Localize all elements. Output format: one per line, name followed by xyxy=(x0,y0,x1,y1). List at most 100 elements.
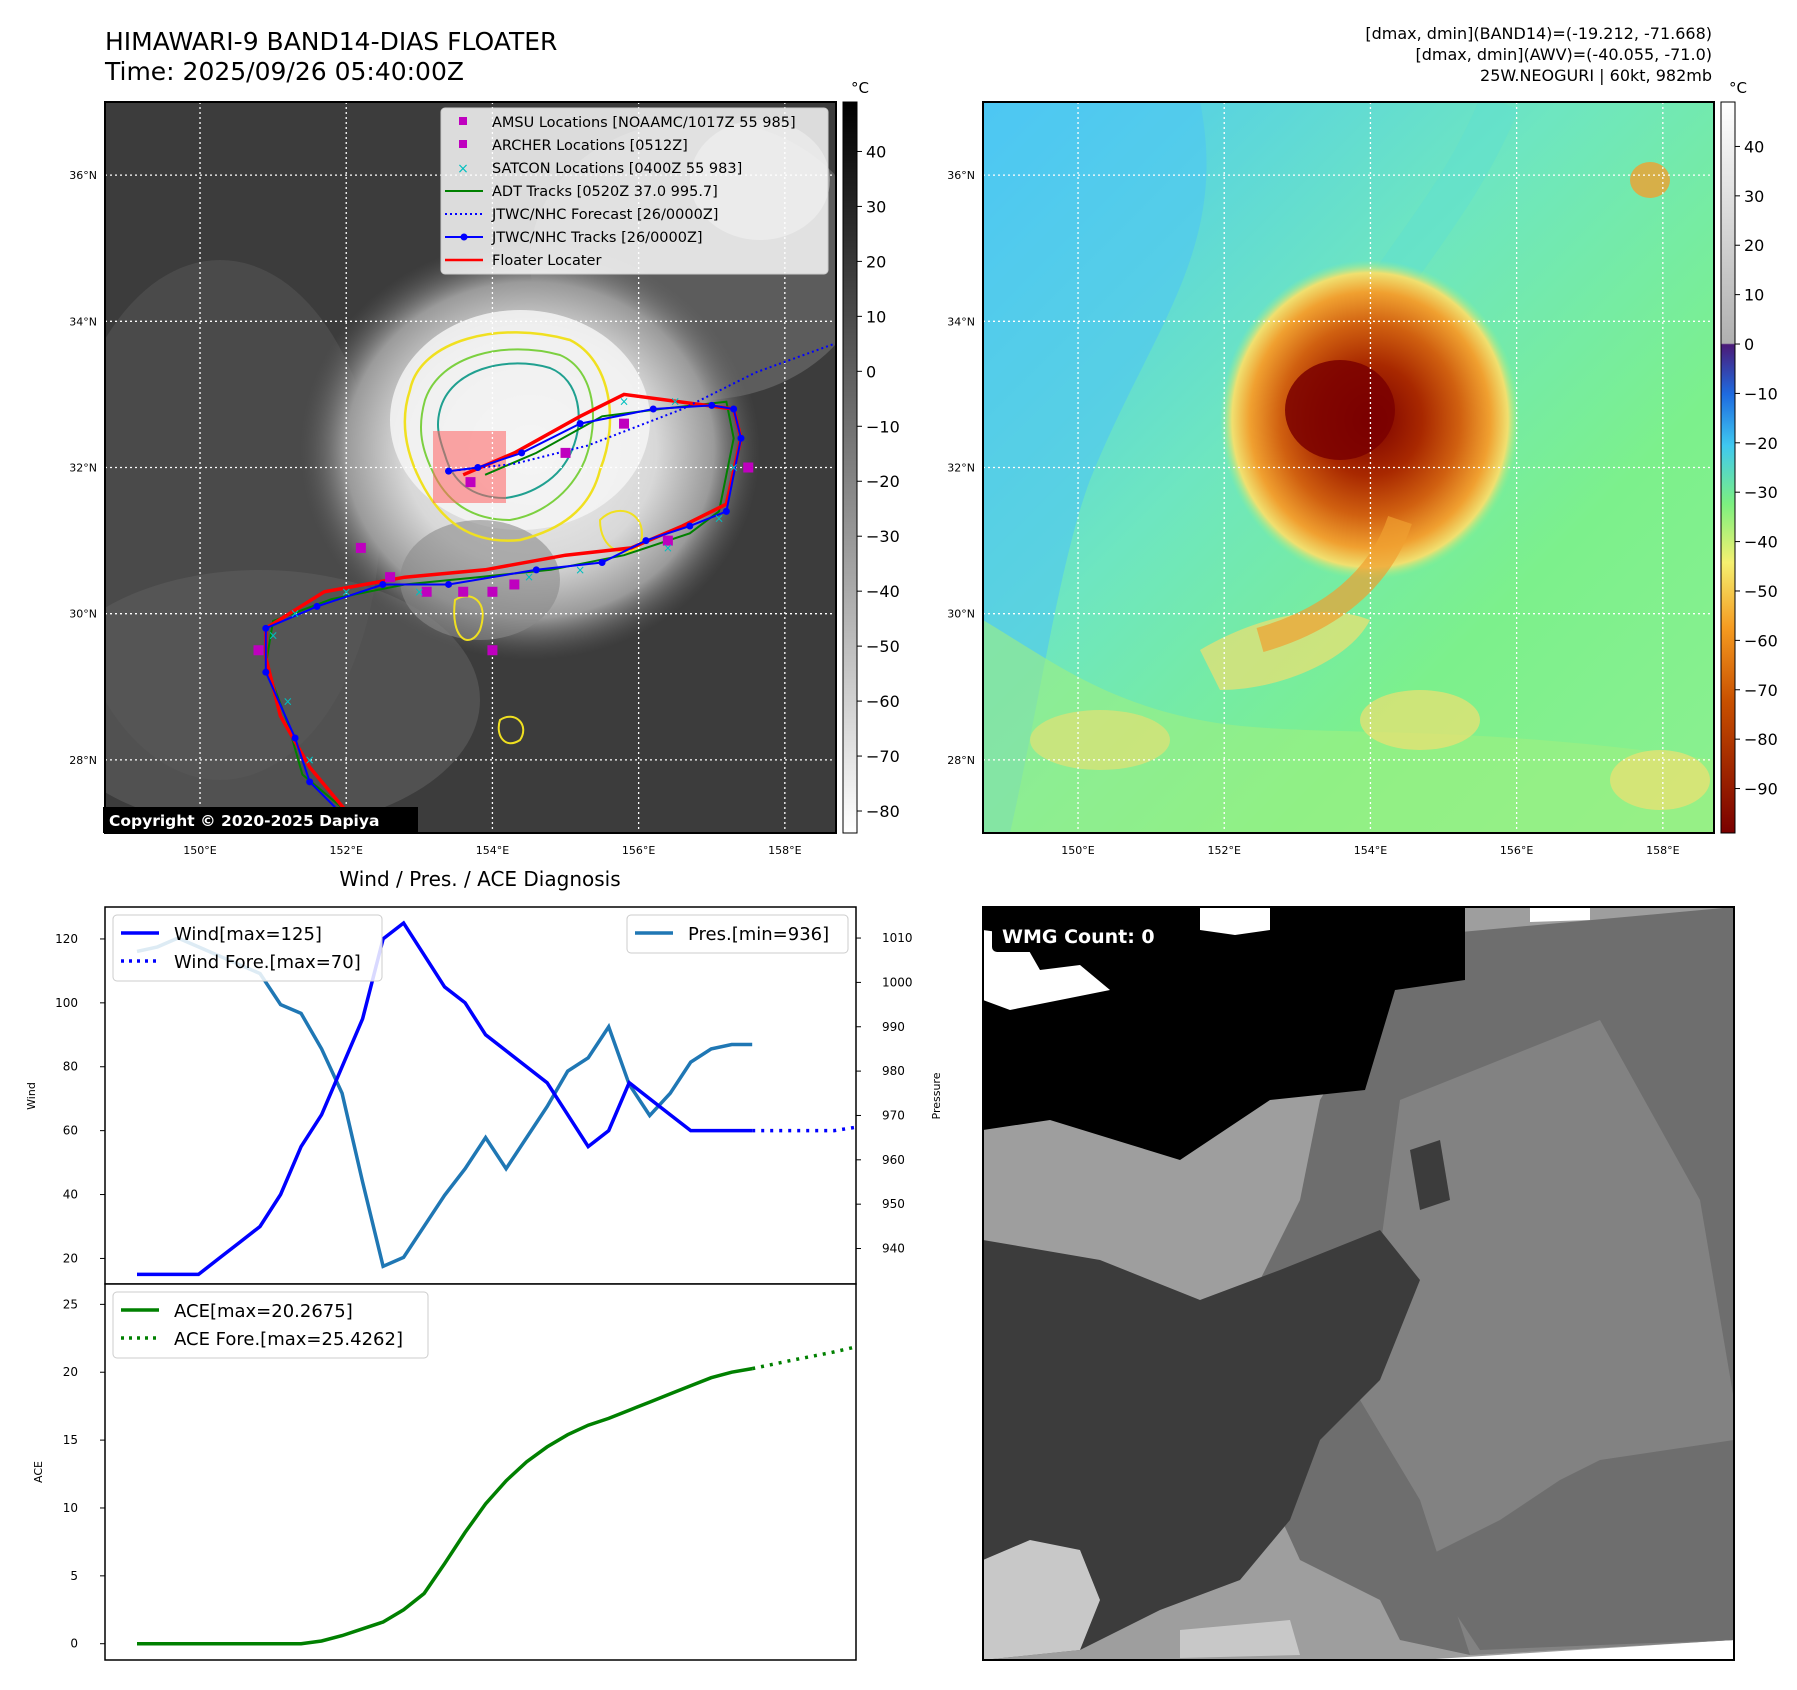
ace-forecast-line xyxy=(751,1345,856,1371)
jtwc-track-point xyxy=(445,580,453,588)
wv-lon-labels: 150°E 152°E 154°E 156°E 158°E xyxy=(1061,844,1679,857)
ir-colorbar-unit: °C xyxy=(851,79,869,97)
colorbar-tick-label: 40 xyxy=(1744,137,1764,156)
colorbar-tick-label: −40 xyxy=(1744,533,1778,552)
info-band14: [dmax, dmin](BAND14)=(-19.212, -71.668) xyxy=(1365,24,1712,43)
time-stamp: Time: 2025/09/26 05:40:00Z xyxy=(104,57,464,86)
diagnosis-title: Wind / Pres. / ACE Diagnosis xyxy=(339,867,620,891)
satcon-location: × xyxy=(414,585,424,599)
main-title: HIMAWARI-9 BAND14-DIAS FLOATER xyxy=(105,27,557,56)
info-awv: [dmax, dmin](AWV)=(-40.055, -71.0) xyxy=(1415,45,1712,64)
legend-item-jtwc-tracks: JTWC/NHC Tracks [26/0000Z] xyxy=(445,230,703,246)
ace-tick-label: 0 xyxy=(70,1637,78,1651)
ir-track-layer: × × × × × × × × × × × × × xyxy=(253,342,836,833)
ir-lat-label: 32°N xyxy=(69,462,97,475)
ir-contour-green xyxy=(420,348,594,522)
jtwc-track-point xyxy=(576,420,584,428)
pressure-legend: Pres.[min=936] xyxy=(626,914,849,954)
jtwc-track-point xyxy=(686,522,694,530)
legend-label-amsu: AMSU Locations [NOAAMC/1017Z 55 985] xyxy=(492,115,796,131)
colorbar-tick-label: −20 xyxy=(1744,434,1778,453)
copyright-box xyxy=(103,807,418,833)
wind-forecast-line xyxy=(752,1125,856,1133)
ir-lat-label: 36°N xyxy=(69,169,97,182)
legend-swatch-satcon: × xyxy=(457,161,469,177)
amsu-location xyxy=(619,418,630,429)
amsu-location xyxy=(253,645,264,656)
colorbar-tick-label: −20 xyxy=(866,472,900,491)
colorbar-tick-label: −10 xyxy=(866,417,900,436)
legend-swatch-amsu xyxy=(459,117,467,125)
pressure-axis-ticks: 940 950 960 970 980 990 1000 1010 xyxy=(856,931,913,1256)
colorbar-tick-label: 30 xyxy=(1744,187,1764,206)
colorbar-tick-label: −60 xyxy=(866,692,900,711)
floater-track xyxy=(264,392,743,833)
legend-label-satcon: SATCON Locations [0400Z 55 983] xyxy=(492,161,742,177)
colorbar-tick-label: −70 xyxy=(866,747,900,766)
wv-colorbar-unit: °C xyxy=(1729,79,1747,97)
legend-label-floater: Floater Locater xyxy=(492,253,601,269)
ir-lon-label: 156°E xyxy=(622,844,655,857)
info-storm: 25W.NEOGURI | 60kt, 982mb xyxy=(1480,66,1712,85)
wind-line xyxy=(137,920,753,1277)
jtwc-track-point xyxy=(649,405,657,413)
satcon-location: × xyxy=(305,753,315,767)
ir-lat-label: 30°N xyxy=(69,608,97,621)
wv-lat-labels: 36°N 34°N 32°N 30°N 28°N xyxy=(947,169,975,767)
pressure-tick-label: 950 xyxy=(882,1197,905,1211)
legend-item-satcon: × SATCON Locations [0400Z 55 983] xyxy=(457,161,742,177)
jtwc-track-point xyxy=(722,507,730,515)
colorbar-tick-label: −70 xyxy=(1744,681,1778,700)
wind-axis-label: Wind xyxy=(25,1082,38,1110)
pressure-tick-label: 1000 xyxy=(882,975,913,989)
amsu-location xyxy=(385,572,396,583)
jtwc-track xyxy=(264,404,743,833)
jtwc-track-point xyxy=(262,624,270,632)
colorbar-tick-label: −80 xyxy=(866,802,900,821)
colorbar-tick-label: −60 xyxy=(1744,631,1778,650)
wv-colorbar: °C 40 30 20 10 0 −10 −20 −30 −40 −50 −60 −70 −80 −90 xyxy=(1720,79,1778,834)
legend-wind-fore: Wind Fore.[max=70] xyxy=(174,952,361,973)
wind-tick-label: 60 xyxy=(63,1124,78,1138)
amsu-location xyxy=(662,535,673,546)
wv-map-panel: 36°N 34°N 32°N 30°N 28°N 150°E 152°E 154°E 156°… xyxy=(947,101,1715,857)
satcon-location: × xyxy=(575,563,585,577)
ir-lon-label: 158°E xyxy=(768,844,801,857)
jtwc-track-point xyxy=(708,401,716,409)
ace-line xyxy=(137,1366,753,1646)
jtwc-track-point xyxy=(642,537,650,545)
satcon-location: × xyxy=(729,461,739,475)
jtwc-track-point xyxy=(730,405,738,413)
pressure-axis-label: Pressure xyxy=(930,1072,943,1119)
jtwc-track-point xyxy=(262,668,270,676)
jtwc-track-point xyxy=(474,464,482,471)
wmg-count-text: WMG Count: 0 xyxy=(1002,926,1155,948)
pressure-tick-label: 980 xyxy=(882,1064,905,1078)
wmg-count-badge xyxy=(992,920,1171,952)
wv-lat-label: 34°N xyxy=(947,315,975,328)
colorbar-tick-label: −90 xyxy=(1744,780,1778,799)
pressure-tick-label: 990 xyxy=(882,1020,905,1034)
ir-lat-label: 28°N xyxy=(69,754,97,767)
colorbar-tick-label: 40 xyxy=(866,142,886,161)
legend-item-floater: Floater Locater xyxy=(445,253,601,269)
colorbar-tick-label: −10 xyxy=(1744,384,1778,403)
colorbar-tick-label: 20 xyxy=(1744,236,1764,255)
amsu-location xyxy=(355,542,366,553)
colorbar-tick-label: −40 xyxy=(866,582,900,601)
pressure-tick-label: 1010 xyxy=(882,931,913,945)
wind-tick-label: 40 xyxy=(63,1188,78,1202)
satcon-location: × xyxy=(619,395,629,409)
pressure-tick-label: 960 xyxy=(882,1153,905,1167)
colorbar-tick-label: −30 xyxy=(1744,483,1778,502)
amsu-location xyxy=(487,586,498,597)
jtwc-track-point xyxy=(598,559,606,567)
jtwc-track-point xyxy=(379,580,387,588)
ace-legend: ACE[max=20.2675] ACE Fore.[max=25.4262] xyxy=(112,1291,429,1359)
legend-swatch-archer xyxy=(459,140,467,148)
jtwc-track-point xyxy=(313,602,321,610)
satcon-location: × xyxy=(663,541,673,555)
wind-tick-label: 100 xyxy=(55,996,78,1010)
wind-axis-ticks: 20 40 60 80 100 120 xyxy=(55,932,105,1265)
